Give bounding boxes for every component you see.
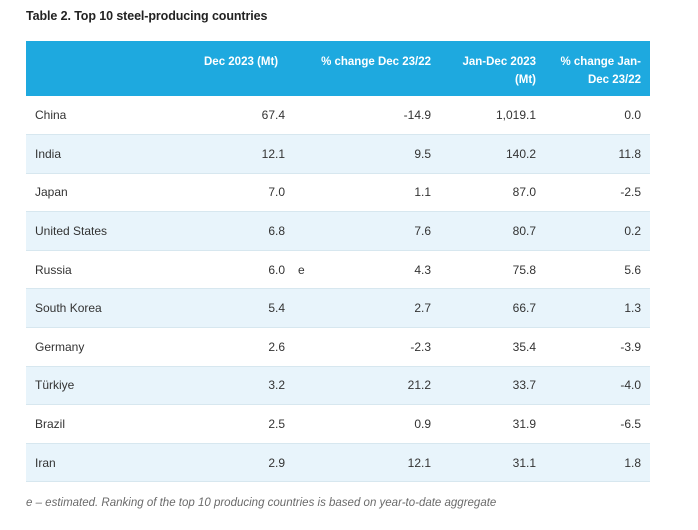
table-row: Japan 7.0 1.1 87.0 -2.5 bbox=[26, 173, 651, 212]
pct-change-dec-cell: 21.2 bbox=[407, 378, 432, 393]
estimate-flag: e bbox=[298, 262, 305, 277]
pct-change-jan-dec-cell: 0.0 bbox=[624, 108, 642, 123]
estimate-flag bbox=[294, 366, 312, 405]
jan-dec-2023-cell: 31.1 bbox=[512, 455, 537, 470]
dec-2023-cell: 2.5 bbox=[268, 417, 285, 432]
jan-dec-2023-cell: 87.0 bbox=[512, 185, 537, 200]
pct-change-jan-dec-cell: 5.6 bbox=[624, 262, 642, 277]
pct-change-dec-cell: -2.3 bbox=[410, 339, 432, 354]
table-row: Germany 2.6 -2.3 35.4 -3.9 bbox=[26, 328, 651, 367]
header-pct-change-jan-dec: % change Jan-Dec 23/22 bbox=[545, 41, 651, 96]
jan-dec-2023-cell: 66.7 bbox=[512, 301, 537, 316]
estimate-flag bbox=[294, 289, 312, 328]
dec-2023-cell: 67.4 bbox=[261, 108, 285, 123]
country-cell: South Korea bbox=[35, 301, 102, 316]
table-body: China 67.4 -14.9 1,019.1 0.0 India 12.1 9.5 140.… bbox=[26, 96, 651, 482]
estimate-flag bbox=[294, 212, 312, 251]
country-cell: Iran bbox=[35, 455, 56, 470]
table-row: United States 6.8 7.6 80.7 0.2 bbox=[26, 211, 651, 251]
dec-2023-cell: 3.2 bbox=[268, 378, 285, 393]
estimate-flag bbox=[294, 96, 312, 135]
country-cell: Türkiye bbox=[35, 378, 75, 393]
estimate-flag bbox=[294, 173, 312, 212]
jan-dec-2023-cell: 31.9 bbox=[512, 417, 537, 432]
pct-change-jan-dec-cell: -6.5 bbox=[620, 417, 642, 432]
pct-change-jan-dec-cell: 11.8 bbox=[618, 146, 642, 161]
steel-production-table: Dec 2023 (Mt) % change Dec 23/22 Jan-Dec… bbox=[26, 41, 651, 482]
table-row: China 67.4 -14.9 1,019.1 0.0 bbox=[26, 96, 651, 135]
header-dec-2023: Dec 2023 (Mt) bbox=[194, 41, 313, 96]
estimate-flag bbox=[294, 405, 312, 444]
estimate-flag bbox=[294, 135, 312, 174]
pct-change-dec-cell: -14.9 bbox=[403, 108, 432, 123]
dec-2023-cell: 6.0 bbox=[268, 262, 285, 277]
pct-change-jan-dec-cell: -2.5 bbox=[620, 185, 642, 200]
pct-change-dec-cell: 9.5 bbox=[414, 146, 432, 161]
header-country bbox=[26, 41, 194, 96]
pct-change-jan-dec-cell: 1.8 bbox=[624, 455, 642, 470]
pct-change-jan-dec-cell: 0.2 bbox=[624, 224, 642, 239]
pct-change-jan-dec-cell: -3.9 bbox=[620, 339, 642, 354]
table-header: Dec 2023 (Mt) % change Dec 23/22 Jan-Dec… bbox=[26, 41, 651, 96]
table-row: Iran 2.9 12.1 31.1 1.8 bbox=[26, 443, 651, 482]
dec-2023-cell: 2.6 bbox=[268, 339, 285, 354]
dec-2023-cell: 6.8 bbox=[268, 224, 285, 239]
header-jan-dec-2023: Jan-Dec 2023 (Mt) bbox=[440, 41, 546, 96]
jan-dec-2023-cell: 1,019.1 bbox=[495, 108, 537, 123]
jan-dec-2023-cell: 33.7 bbox=[512, 378, 537, 393]
country-cell: Brazil bbox=[35, 417, 66, 432]
pct-change-dec-cell: 2.7 bbox=[414, 301, 432, 316]
country-cell: China bbox=[35, 108, 67, 123]
pct-change-jan-dec-cell: -4.0 bbox=[620, 378, 642, 393]
footnote: e – estimated. Ranking of the top 10 pro… bbox=[26, 497, 497, 509]
dec-2023-cell: 7.0 bbox=[268, 185, 285, 200]
header-row: Dec 2023 (Mt) % change Dec 23/22 Jan-Dec… bbox=[26, 41, 651, 96]
estimate-flag bbox=[294, 328, 312, 367]
country-cell: Germany bbox=[35, 339, 85, 354]
pct-change-jan-dec-cell: 1.3 bbox=[624, 301, 642, 316]
jan-dec-2023-cell: 35.4 bbox=[512, 339, 537, 354]
pct-change-dec-cell: 7.6 bbox=[414, 224, 432, 239]
pct-change-dec-cell: 4.3 bbox=[414, 262, 432, 277]
country-cell: Japan bbox=[35, 185, 68, 200]
pct-change-dec-cell: 12.1 bbox=[407, 455, 432, 470]
jan-dec-2023-cell: 140.2 bbox=[505, 146, 537, 161]
estimate-flag bbox=[294, 443, 312, 482]
table-title: Table 2. Top 10 steel-producing countrie… bbox=[26, 9, 268, 23]
table-row: Russia 6.0 e 4.3 75.8 5.6 bbox=[26, 250, 651, 289]
dec-2023-cell: 5.4 bbox=[268, 301, 285, 316]
country-cell: United States bbox=[35, 224, 108, 239]
pct-change-dec-cell: 1.1 bbox=[414, 185, 432, 200]
country-cell: Russia bbox=[35, 262, 72, 277]
table-row: India 12.1 9.5 140.2 11.8 bbox=[26, 134, 651, 174]
country-cell: India bbox=[35, 146, 62, 161]
dec-2023-cell: 12.1 bbox=[261, 146, 285, 161]
dec-2023-cell: 2.9 bbox=[268, 455, 285, 470]
jan-dec-2023-cell: 75.8 bbox=[512, 262, 537, 277]
pct-change-dec-cell: 0.9 bbox=[414, 417, 432, 432]
table-row: Brazil 2.5 0.9 31.9 -6.5 bbox=[26, 405, 651, 444]
table-row: South Korea 5.4 2.7 66.7 1.3 bbox=[26, 288, 651, 328]
jan-dec-2023-cell: 80.7 bbox=[512, 224, 537, 239]
table-row: Türkiye 3.2 21.2 33.7 -4.0 bbox=[26, 366, 651, 405]
header-pct-change-dec: % change Dec 23/22 bbox=[312, 41, 441, 96]
